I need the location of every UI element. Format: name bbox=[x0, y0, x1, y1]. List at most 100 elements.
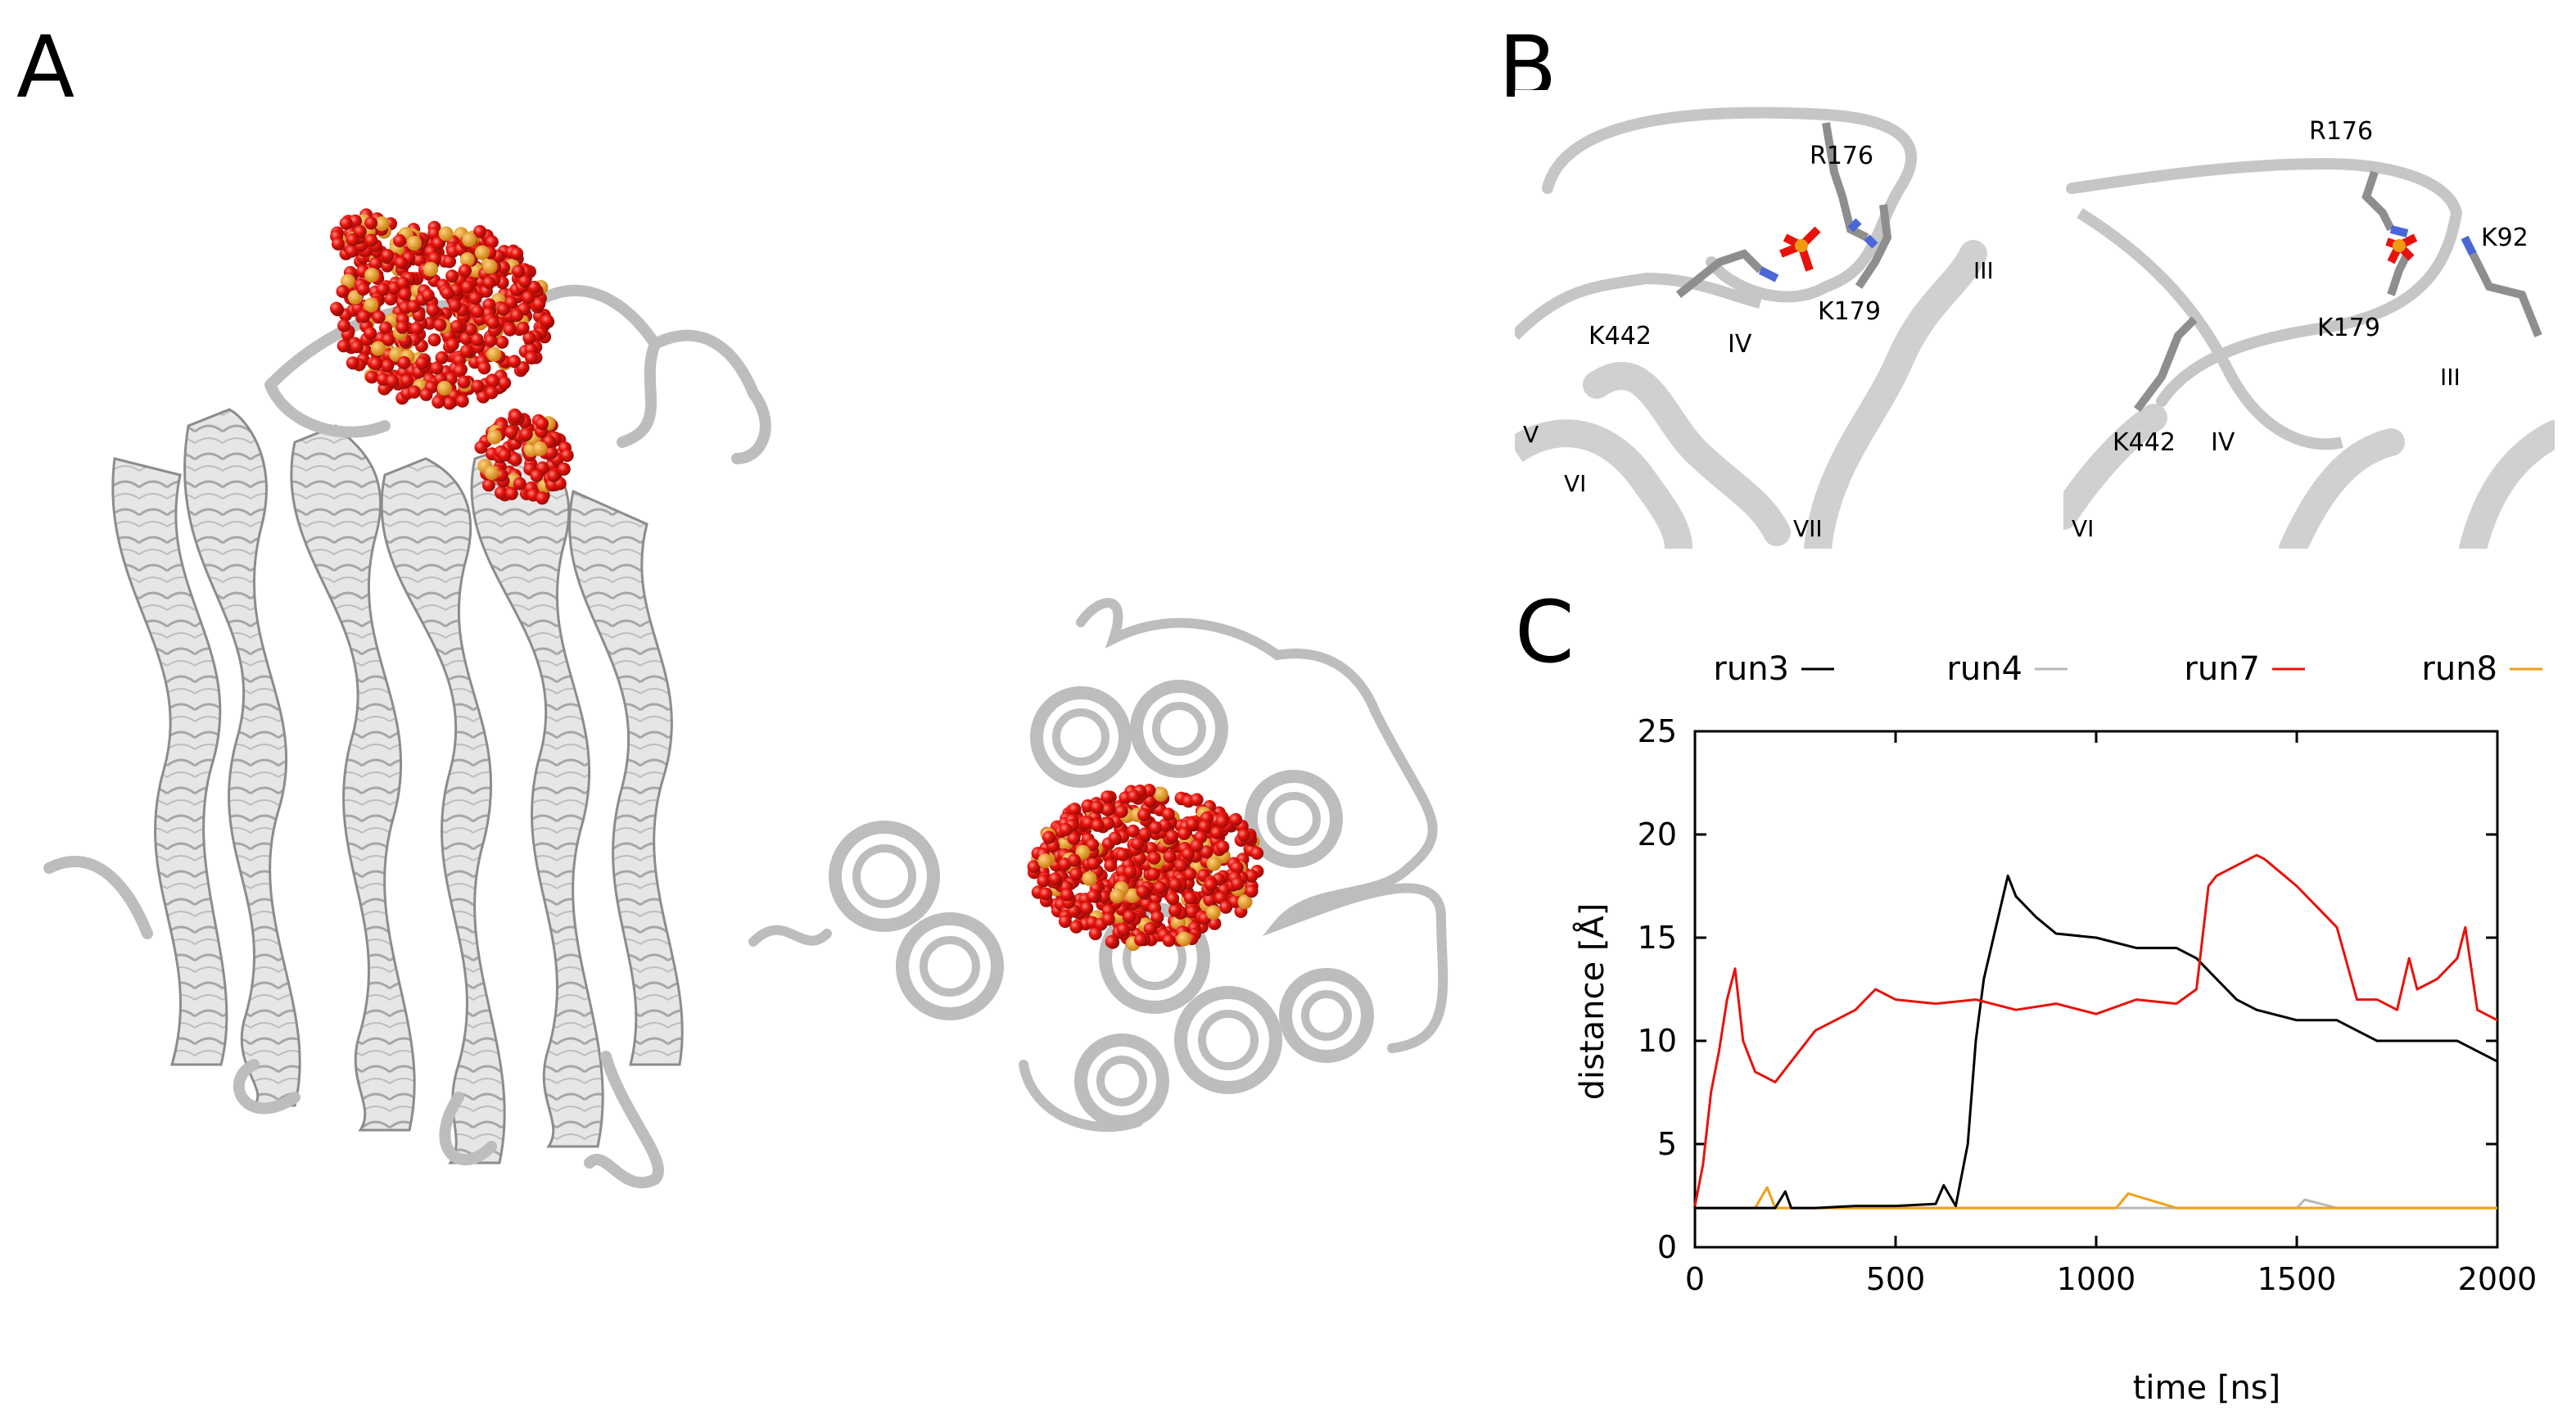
oxygen-atom bbox=[1091, 818, 1105, 832]
phosphorus-atom bbox=[423, 261, 439, 277]
oxygen-atom bbox=[486, 374, 500, 388]
oxygen-atom bbox=[353, 224, 367, 238]
oxygen-atom bbox=[1080, 901, 1094, 915]
oxygen-atom bbox=[557, 462, 571, 476]
legend-label-run4: run4 bbox=[1946, 650, 2022, 688]
y-tick-label: 20 bbox=[1638, 816, 1677, 852]
oxygen-atom bbox=[430, 361, 444, 375]
oxygen-atom bbox=[1149, 821, 1163, 834]
oxygen-atom bbox=[356, 283, 370, 296]
phosphorus-atom bbox=[364, 267, 380, 283]
oxygen-atom bbox=[453, 364, 467, 378]
oxygen-atom bbox=[498, 376, 512, 390]
oxygen-atom bbox=[486, 315, 499, 329]
oxygen-atom bbox=[1147, 851, 1161, 865]
legend-label-run8: run8 bbox=[2421, 650, 2497, 688]
oxygen-atom bbox=[1138, 827, 1152, 841]
legend-label-run3: run3 bbox=[1713, 650, 1789, 688]
oxygen-atom bbox=[350, 340, 364, 354]
oxygen-atom bbox=[330, 301, 343, 315]
oxygen-atom bbox=[1146, 867, 1160, 881]
oxygen-atom bbox=[1104, 858, 1118, 872]
oxygen-atom bbox=[1250, 846, 1264, 860]
top-view-protein bbox=[829, 680, 1374, 1128]
panel-a-structures bbox=[43, 208, 1448, 1189]
oxygen-atom bbox=[435, 350, 449, 364]
oxygen-atom bbox=[1127, 789, 1141, 803]
series-line-run4 bbox=[1695, 1198, 2497, 1210]
oxygen-atom bbox=[1161, 807, 1175, 821]
y-axis-label: distance [Å] bbox=[1572, 903, 1611, 1101]
x-tick-label: 500 bbox=[1866, 1261, 1926, 1297]
oxygen-atom bbox=[381, 249, 395, 262]
phosphorus-atom bbox=[532, 441, 548, 456]
phosphorus-atom bbox=[486, 429, 502, 445]
oxygen-atom bbox=[1190, 793, 1204, 807]
oxygen-atom bbox=[395, 320, 409, 334]
label-k442: K442 bbox=[1589, 322, 1652, 350]
oxygen-atom bbox=[427, 333, 441, 346]
oxygen-atom bbox=[419, 387, 433, 401]
top-view-loops bbox=[748, 598, 1448, 1133]
oxygen-atom bbox=[397, 355, 411, 369]
oxygen-atom bbox=[1060, 888, 1074, 902]
oxygen-atom bbox=[536, 417, 549, 431]
oxygen-atom bbox=[1219, 900, 1233, 914]
phosphorus-atom bbox=[364, 297, 379, 313]
panel-a-letter: A bbox=[16, 17, 75, 117]
oxygen-atom bbox=[432, 395, 445, 409]
oxygen-atom bbox=[457, 375, 471, 389]
oxygen-atom bbox=[1237, 828, 1250, 842]
oxygen-atom bbox=[512, 265, 526, 278]
oxygen-atom bbox=[384, 292, 398, 306]
oxygen-atom bbox=[495, 335, 509, 349]
oxygen-atom bbox=[1204, 878, 1218, 892]
label-r176: R176 bbox=[1810, 142, 1873, 170]
label-k179-right: K179 bbox=[2317, 314, 2380, 342]
oxygen-atom bbox=[527, 280, 541, 294]
oxygen-atom bbox=[461, 280, 474, 294]
oxygen-atom bbox=[1203, 893, 1217, 907]
oxygen-atom bbox=[1042, 830, 1055, 844]
oxygen-atom bbox=[547, 469, 561, 482]
oxygen-atom bbox=[1115, 848, 1129, 862]
oxygen-atom bbox=[1105, 934, 1119, 948]
x-tick-label: 1500 bbox=[2257, 1261, 2337, 1297]
distance-chart: run3 run4 run7 run8 0 500 1000 1500 2000 0 5 10 15 2… bbox=[1572, 650, 2542, 1407]
oxygen-atom bbox=[1183, 891, 1197, 905]
oxygen-atom bbox=[1245, 869, 1259, 883]
phosphorus-atom bbox=[406, 236, 422, 251]
oxygen-atom bbox=[516, 321, 530, 335]
oxygen-atom bbox=[510, 309, 524, 323]
oxygen-atom bbox=[496, 302, 510, 316]
oxygen-atom bbox=[407, 385, 421, 399]
oxygen-atom bbox=[409, 322, 423, 336]
oxygen-atom bbox=[474, 441, 488, 455]
plot-frame bbox=[1693, 730, 2499, 1249]
oxygen-atom bbox=[1177, 827, 1191, 840]
oxygen-atom bbox=[1114, 804, 1128, 818]
phosphorus-atom bbox=[1109, 889, 1125, 903]
oxygen-atom bbox=[369, 357, 383, 371]
oxygen-atom bbox=[445, 269, 459, 283]
oxygen-atom bbox=[504, 425, 518, 439]
oxygen-atom bbox=[1086, 838, 1100, 852]
phosphorus-atom bbox=[1237, 894, 1253, 910]
oxygen-atom bbox=[331, 237, 345, 251]
label-k442-right: K442 bbox=[2113, 428, 2176, 457]
oxygen-atom bbox=[379, 321, 392, 335]
oxygen-atom bbox=[508, 355, 522, 369]
oxygen-atom bbox=[1087, 857, 1100, 871]
oxygen-atom bbox=[1123, 865, 1137, 879]
oxygen-atom bbox=[364, 327, 377, 340]
oxygen-atom bbox=[518, 274, 531, 288]
phosphorus-atom bbox=[374, 216, 390, 232]
oxygen-atom bbox=[1162, 934, 1176, 947]
oxygen-atom bbox=[1165, 830, 1179, 843]
oxygen-atom bbox=[1143, 922, 1157, 935]
oxygen-atom bbox=[1185, 905, 1199, 919]
y-tick-label: 5 bbox=[1657, 1126, 1677, 1162]
oxygen-atom bbox=[407, 300, 421, 314]
oxygen-atom bbox=[484, 333, 498, 347]
phosphorus-atom bbox=[1075, 844, 1091, 860]
